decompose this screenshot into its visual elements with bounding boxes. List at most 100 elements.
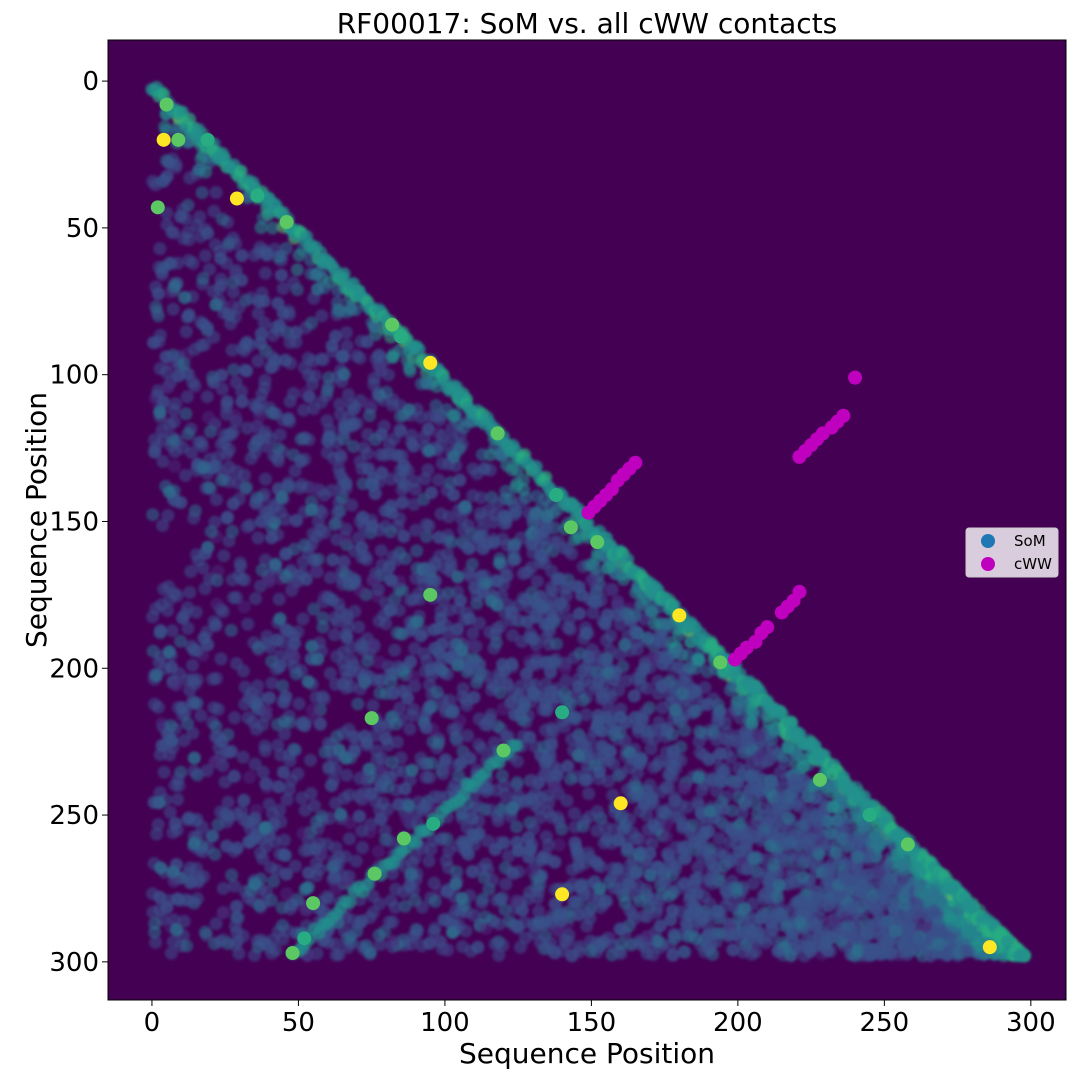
som-point <box>273 803 287 817</box>
som-point <box>435 429 449 443</box>
som-point <box>317 488 331 502</box>
som-point <box>408 482 422 496</box>
som-point <box>190 218 204 232</box>
som-point <box>215 382 229 396</box>
som-point <box>330 506 344 519</box>
som-point <box>257 316 271 330</box>
som-point <box>669 862 682 876</box>
som-point <box>453 594 467 607</box>
som-point <box>475 896 489 910</box>
som-point <box>165 624 179 638</box>
som-point <box>163 805 177 819</box>
som-point <box>327 854 341 868</box>
som-point <box>668 703 682 717</box>
som-point <box>156 519 169 532</box>
som-point <box>844 833 858 847</box>
som-point <box>429 399 443 413</box>
som-point <box>379 732 393 746</box>
som-point <box>228 711 242 725</box>
som-point <box>296 827 310 840</box>
som-point <box>258 374 272 387</box>
som-point <box>755 911 769 925</box>
som-point <box>150 827 164 841</box>
som-point <box>693 725 707 738</box>
som-point <box>474 491 488 505</box>
som-point <box>402 361 416 375</box>
som-point <box>168 817 182 830</box>
som-point <box>732 761 746 775</box>
som-point <box>192 874 206 888</box>
som-point <box>545 738 559 752</box>
som-point <box>601 561 615 575</box>
som-point <box>248 757 262 771</box>
som-point <box>517 483 531 497</box>
som-point <box>586 606 600 620</box>
som-point <box>356 510 370 524</box>
som-point <box>187 764 201 778</box>
som-point <box>397 459 411 472</box>
som-point <box>436 593 450 607</box>
som-point <box>181 427 195 441</box>
som-point <box>398 782 412 796</box>
som-point <box>155 739 169 753</box>
som-point <box>187 511 201 525</box>
som-point <box>171 892 184 906</box>
som-point <box>599 821 612 834</box>
som-point <box>374 778 388 792</box>
som-point <box>171 793 184 806</box>
som-point <box>215 473 228 487</box>
som-point <box>187 696 201 710</box>
som-point <box>160 218 174 232</box>
som-point <box>310 529 324 543</box>
som-point <box>206 829 220 843</box>
som-point <box>332 948 346 962</box>
som-point <box>793 915 807 929</box>
som-point <box>447 488 461 502</box>
som-point <box>226 231 240 245</box>
som-point <box>592 765 606 779</box>
som-point <box>220 839 234 853</box>
som-point <box>510 820 524 834</box>
som-point <box>618 638 632 652</box>
som-point <box>298 803 312 817</box>
som-point <box>250 400 264 414</box>
som-point <box>214 652 228 666</box>
som-point <box>216 881 230 895</box>
som-point <box>760 815 774 829</box>
som-point <box>373 674 387 688</box>
som-point <box>490 598 504 612</box>
som-point <box>614 767 628 781</box>
som-point <box>676 817 690 830</box>
som-point <box>401 691 415 705</box>
som-point <box>552 838 566 852</box>
som-point <box>863 925 877 939</box>
som-point <box>591 805 605 819</box>
som-point <box>302 390 316 404</box>
som-point <box>270 451 284 465</box>
som-point <box>732 845 746 859</box>
som-point <box>171 369 185 383</box>
som-point <box>363 947 377 961</box>
som-point <box>550 637 563 651</box>
som-point <box>493 556 507 570</box>
som-point <box>490 893 504 907</box>
som-point <box>214 272 228 286</box>
som-point <box>307 602 321 616</box>
som-point <box>526 632 540 646</box>
som-point <box>273 428 287 442</box>
som-point <box>366 699 380 713</box>
som-point <box>852 878 866 892</box>
som-point <box>503 493 517 506</box>
som-point <box>772 878 786 892</box>
som-point <box>254 221 268 234</box>
som-point <box>198 925 212 939</box>
som-point <box>320 414 334 428</box>
som-point <box>292 248 306 262</box>
som-point <box>249 496 263 510</box>
som-point <box>501 598 515 612</box>
som-point <box>446 409 460 423</box>
som-point <box>789 853 803 867</box>
som-point <box>278 727 291 741</box>
som-point <box>851 850 865 864</box>
som-point <box>505 462 519 476</box>
